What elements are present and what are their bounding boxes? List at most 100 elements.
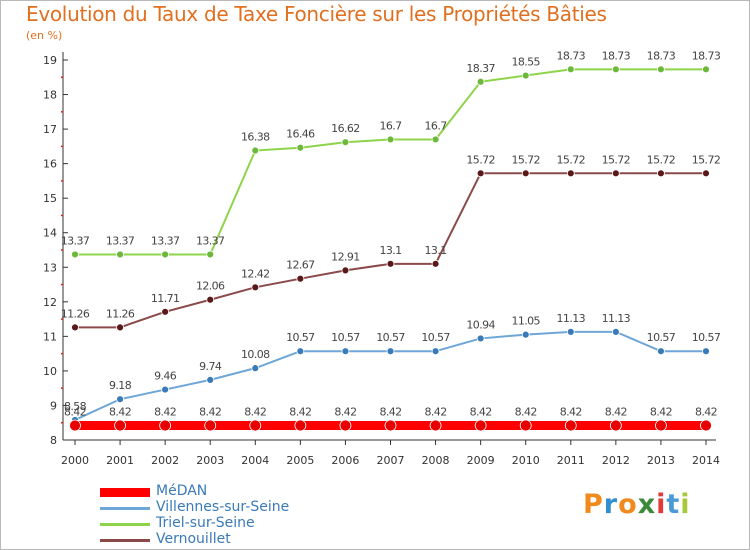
y-tick-label: 15	[43, 192, 57, 205]
data-point-m-dan	[114, 419, 126, 432]
data-label-triel-sur-seine: 18.73	[557, 49, 586, 62]
data-label-vernouillet: 13.1	[425, 244, 447, 257]
data-label-m-dan: 8.42	[64, 405, 86, 418]
data-point-triel-sur-seine	[71, 250, 79, 259]
data-label-triel-sur-seine: 16.38	[241, 131, 270, 144]
data-label-villennes-sur-seine: 10.57	[421, 331, 450, 344]
legend-swatch	[100, 488, 150, 497]
y-tick-label: 8	[50, 434, 57, 447]
data-label-villennes-sur-seine: 10.57	[692, 331, 721, 344]
data-point-triel-sur-seine	[116, 250, 124, 259]
data-label-m-dan: 8.42	[109, 405, 131, 418]
data-point-vernouillet	[161, 307, 170, 316]
x-tick-label: 2005	[286, 454, 314, 467]
data-point-m-dan	[609, 419, 622, 432]
logo-letter: o	[618, 489, 638, 520]
data-label-vernouillet: 12.06	[196, 280, 225, 293]
data-label-triel-sur-seine: 18.37	[466, 62, 495, 75]
data-label-vernouillet: 12.42	[241, 267, 270, 280]
data-point-triel-sur-seine	[161, 250, 170, 259]
x-tick-label: 2010	[512, 454, 540, 467]
legend-label: Triel-sur-Seine	[156, 515, 255, 531]
data-label-villennes-sur-seine: 8.58	[64, 400, 87, 413]
data-label-vernouillet: 15.72	[557, 153, 586, 166]
y-tick-label: 14	[43, 227, 57, 240]
data-label-triel-sur-seine: 16.7	[379, 119, 402, 132]
data-label-vernouillet: 15.72	[647, 153, 676, 166]
data-label-villennes-sur-seine: 9.18	[109, 379, 132, 392]
y-unit-label: (en %)	[26, 29, 63, 42]
y-tick-label: 18	[43, 89, 57, 102]
data-point-villennes-sur-seine	[161, 385, 170, 394]
legend-label: Vernouillet	[156, 531, 231, 547]
data-label-m-dan: 8.42	[470, 405, 492, 418]
data-label-villennes-sur-seine: 11.13	[557, 312, 586, 325]
x-tick-label: 2006	[331, 454, 359, 467]
data-label-vernouillet: 15.72	[602, 153, 631, 166]
data-label-vernouillet: 12.91	[331, 250, 360, 263]
x-tick-label: 2000	[61, 454, 89, 467]
y-tick-label: 10	[43, 365, 57, 378]
data-point-triel-sur-seine	[521, 71, 530, 80]
data-label-villennes-sur-seine: 9.74	[199, 360, 222, 373]
y-tick-label: 12	[43, 296, 57, 309]
data-point-vernouillet	[296, 274, 305, 283]
data-label-triel-sur-seine: 13.37	[196, 234, 225, 247]
data-label-vernouillet: 11.26	[106, 307, 135, 320]
data-point-villennes-sur-seine	[341, 347, 350, 356]
data-label-triel-sur-seine: 18.73	[647, 49, 676, 62]
data-label-vernouillet: 12.67	[286, 259, 315, 272]
data-point-triel-sur-seine	[296, 143, 305, 152]
data-label-vernouillet: 11.26	[61, 307, 90, 320]
logo-letter: x	[637, 489, 657, 520]
data-label-villennes-sur-seine: 11.05	[511, 315, 540, 328]
data-point-triel-sur-seine	[386, 135, 395, 144]
data-point-m-dan	[204, 419, 217, 432]
data-label-villennes-sur-seine: 10.57	[331, 331, 360, 344]
y-tick-label: 11	[43, 330, 57, 343]
data-label-villennes-sur-seine: 10.57	[647, 331, 676, 344]
data-label-villennes-sur-seine: 10.94	[466, 318, 495, 331]
data-point-villennes-sur-seine	[206, 375, 215, 384]
y-tick-label: 13	[43, 261, 57, 274]
x-tick-label: 2009	[467, 454, 495, 467]
x-tick-label: 2007	[377, 454, 405, 467]
data-label-triel-sur-seine: 16.46	[286, 128, 315, 141]
data-label-vernouillet: 15.72	[466, 153, 495, 166]
data-point-m-dan	[159, 419, 172, 432]
data-point-vernouillet	[521, 169, 530, 178]
data-point-vernouillet	[71, 323, 79, 332]
data-point-vernouillet	[431, 259, 440, 268]
y-tick-label: 17	[43, 123, 57, 136]
data-point-vernouillet	[116, 323, 124, 332]
data-point-m-dan	[384, 419, 397, 432]
legend-label: Villennes-sur-Seine	[156, 499, 290, 515]
logo-letter: i	[680, 489, 691, 520]
data-point-vernouillet	[611, 169, 620, 178]
legend-label: MéDAN	[156, 483, 208, 499]
data-point-triel-sur-seine	[431, 135, 440, 144]
data-point-m-dan	[700, 419, 712, 432]
x-tick-label: 2004	[241, 454, 269, 467]
data-label-villennes-sur-seine: 9.46	[154, 370, 177, 383]
logo-letter: r	[603, 489, 619, 520]
data-point-vernouillet	[386, 259, 395, 268]
data-point-triel-sur-seine	[206, 250, 215, 259]
data-label-triel-sur-seine: 18.73	[602, 49, 631, 62]
logo-letter: P	[583, 489, 604, 520]
logo-letter: i	[656, 489, 667, 520]
data-label-vernouillet: 13.1	[379, 244, 401, 257]
data-point-m-dan	[655, 419, 667, 432]
x-tick-label: 2001	[106, 454, 134, 467]
data-label-vernouillet: 11.71	[151, 292, 180, 305]
legend-swatch	[100, 539, 150, 542]
data-point-vernouillet	[657, 169, 665, 178]
data-point-villennes-sur-seine	[657, 347, 665, 356]
data-point-villennes-sur-seine	[116, 395, 124, 404]
data-point-m-dan	[249, 419, 262, 432]
x-tick-label: 2008	[422, 454, 450, 467]
legend-swatch	[100, 507, 150, 510]
data-point-triel-sur-seine	[341, 138, 350, 147]
data-point-triel-sur-seine	[657, 65, 665, 74]
data-point-m-dan	[429, 419, 442, 432]
